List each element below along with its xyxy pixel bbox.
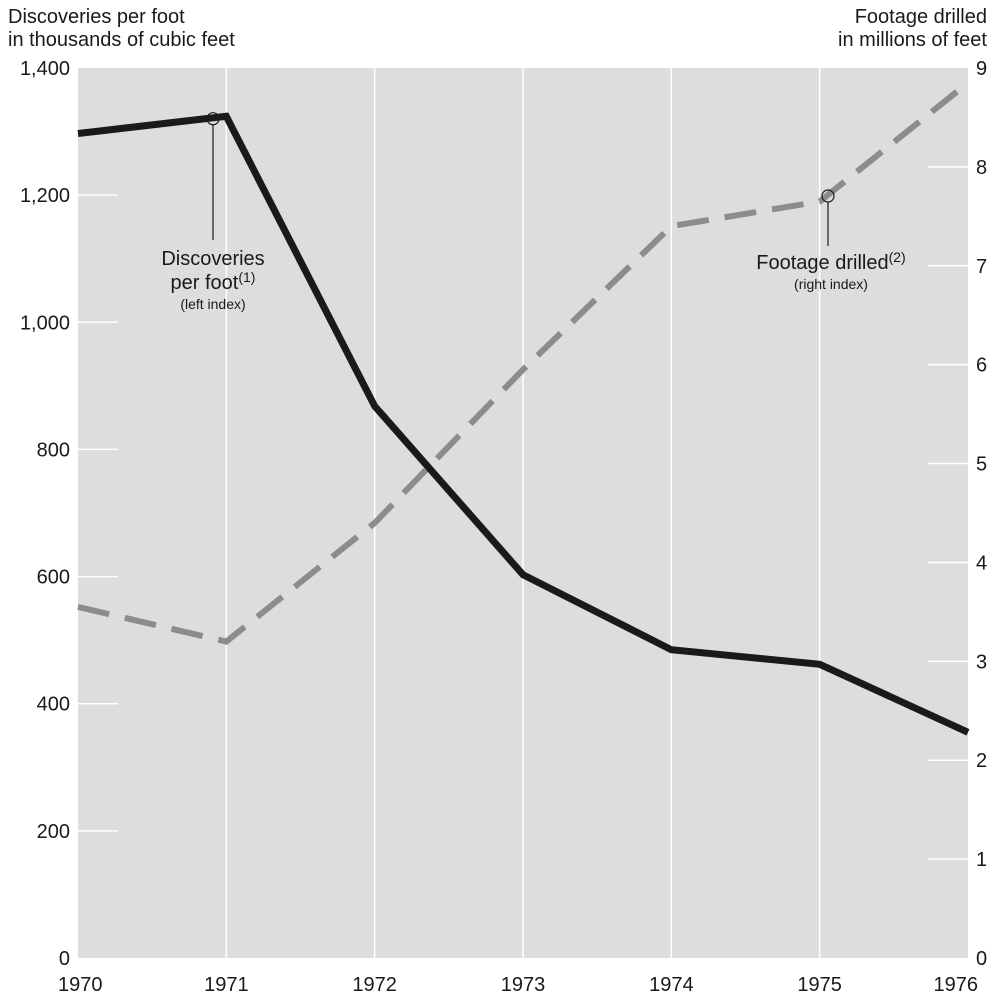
right-tick-label: 9 <box>976 58 987 80</box>
left-tick-label: 200 <box>37 821 70 843</box>
x-tick-label: 1973 <box>501 974 546 996</box>
left-axis-ticks: 0 200 400 600 800 1,000 1,200 1,400 <box>20 58 118 970</box>
right-tick-label: 6 <box>976 355 987 377</box>
series-layer <box>77 80 970 736</box>
right-tick-label: 0 <box>976 948 987 970</box>
right-tick-label: 3 <box>976 651 987 673</box>
left-tick-label: 1,400 <box>20 58 70 80</box>
discoveries-label-line-1: Discoveries <box>161 248 264 270</box>
discoveries-label-text: per foot <box>171 272 239 294</box>
left-tick-label: 0 <box>59 948 70 970</box>
x-tick-label: 1974 <box>649 974 694 996</box>
right-axis-title-line-2: in millions of feet <box>838 29 987 51</box>
right-axis-ticks: 0 1 2 3 4 5 6 7 8 9 <box>928 58 987 970</box>
left-tick-label: 1,200 <box>20 185 70 207</box>
x-tick-label: 1975 <box>797 974 842 996</box>
x-tick-label: 1972 <box>352 974 397 996</box>
left-tick-label: 400 <box>37 694 70 716</box>
left-axis-title: Discoveries per foot in thousands of cub… <box>8 6 235 52</box>
discoveries-label-line-2: per foot(1) <box>171 269 256 294</box>
vertical-gridlines <box>225 68 821 958</box>
left-tick-label: 600 <box>37 567 70 589</box>
right-tick-label: 8 <box>976 157 987 179</box>
footage-drilled-line <box>77 80 970 645</box>
left-axis-title-line-2: in thousands of cubic feet <box>8 29 235 51</box>
left-tick-label: 1,000 <box>20 312 70 334</box>
right-tick-label: 7 <box>976 256 987 278</box>
right-tick-label: 4 <box>976 552 987 574</box>
x-axis-ticks: 1970 1971 1972 1973 1974 1975 1976 <box>58 974 978 996</box>
right-tick-label: 5 <box>976 454 987 476</box>
left-axis-title-line-1: Discoveries per foot <box>8 6 185 28</box>
footage-label-text: Footage drilled <box>756 252 888 274</box>
right-tick-label: 1 <box>976 849 987 871</box>
footage-label-line-1: Footage drilled(2) <box>756 249 905 274</box>
discoveries-label-sup: (1) <box>238 269 255 285</box>
right-tick-label: 2 <box>976 750 987 772</box>
x-tick-label: 1971 <box>204 974 249 996</box>
footage-label-note: (right index) <box>794 276 868 292</box>
right-axis-title-line-1: Footage drilled <box>854 6 987 28</box>
right-axis-title: Footage drilled in millions of feet <box>838 6 987 52</box>
discoveries-per-foot-line <box>77 112 970 736</box>
discoveries-label-note: (left index) <box>180 296 245 312</box>
x-tick-label: 1976 <box>934 974 979 996</box>
footage-label-sup: (2) <box>889 249 906 265</box>
left-tick-label: 800 <box>37 439 70 461</box>
x-tick-label: 1970 <box>58 974 103 996</box>
